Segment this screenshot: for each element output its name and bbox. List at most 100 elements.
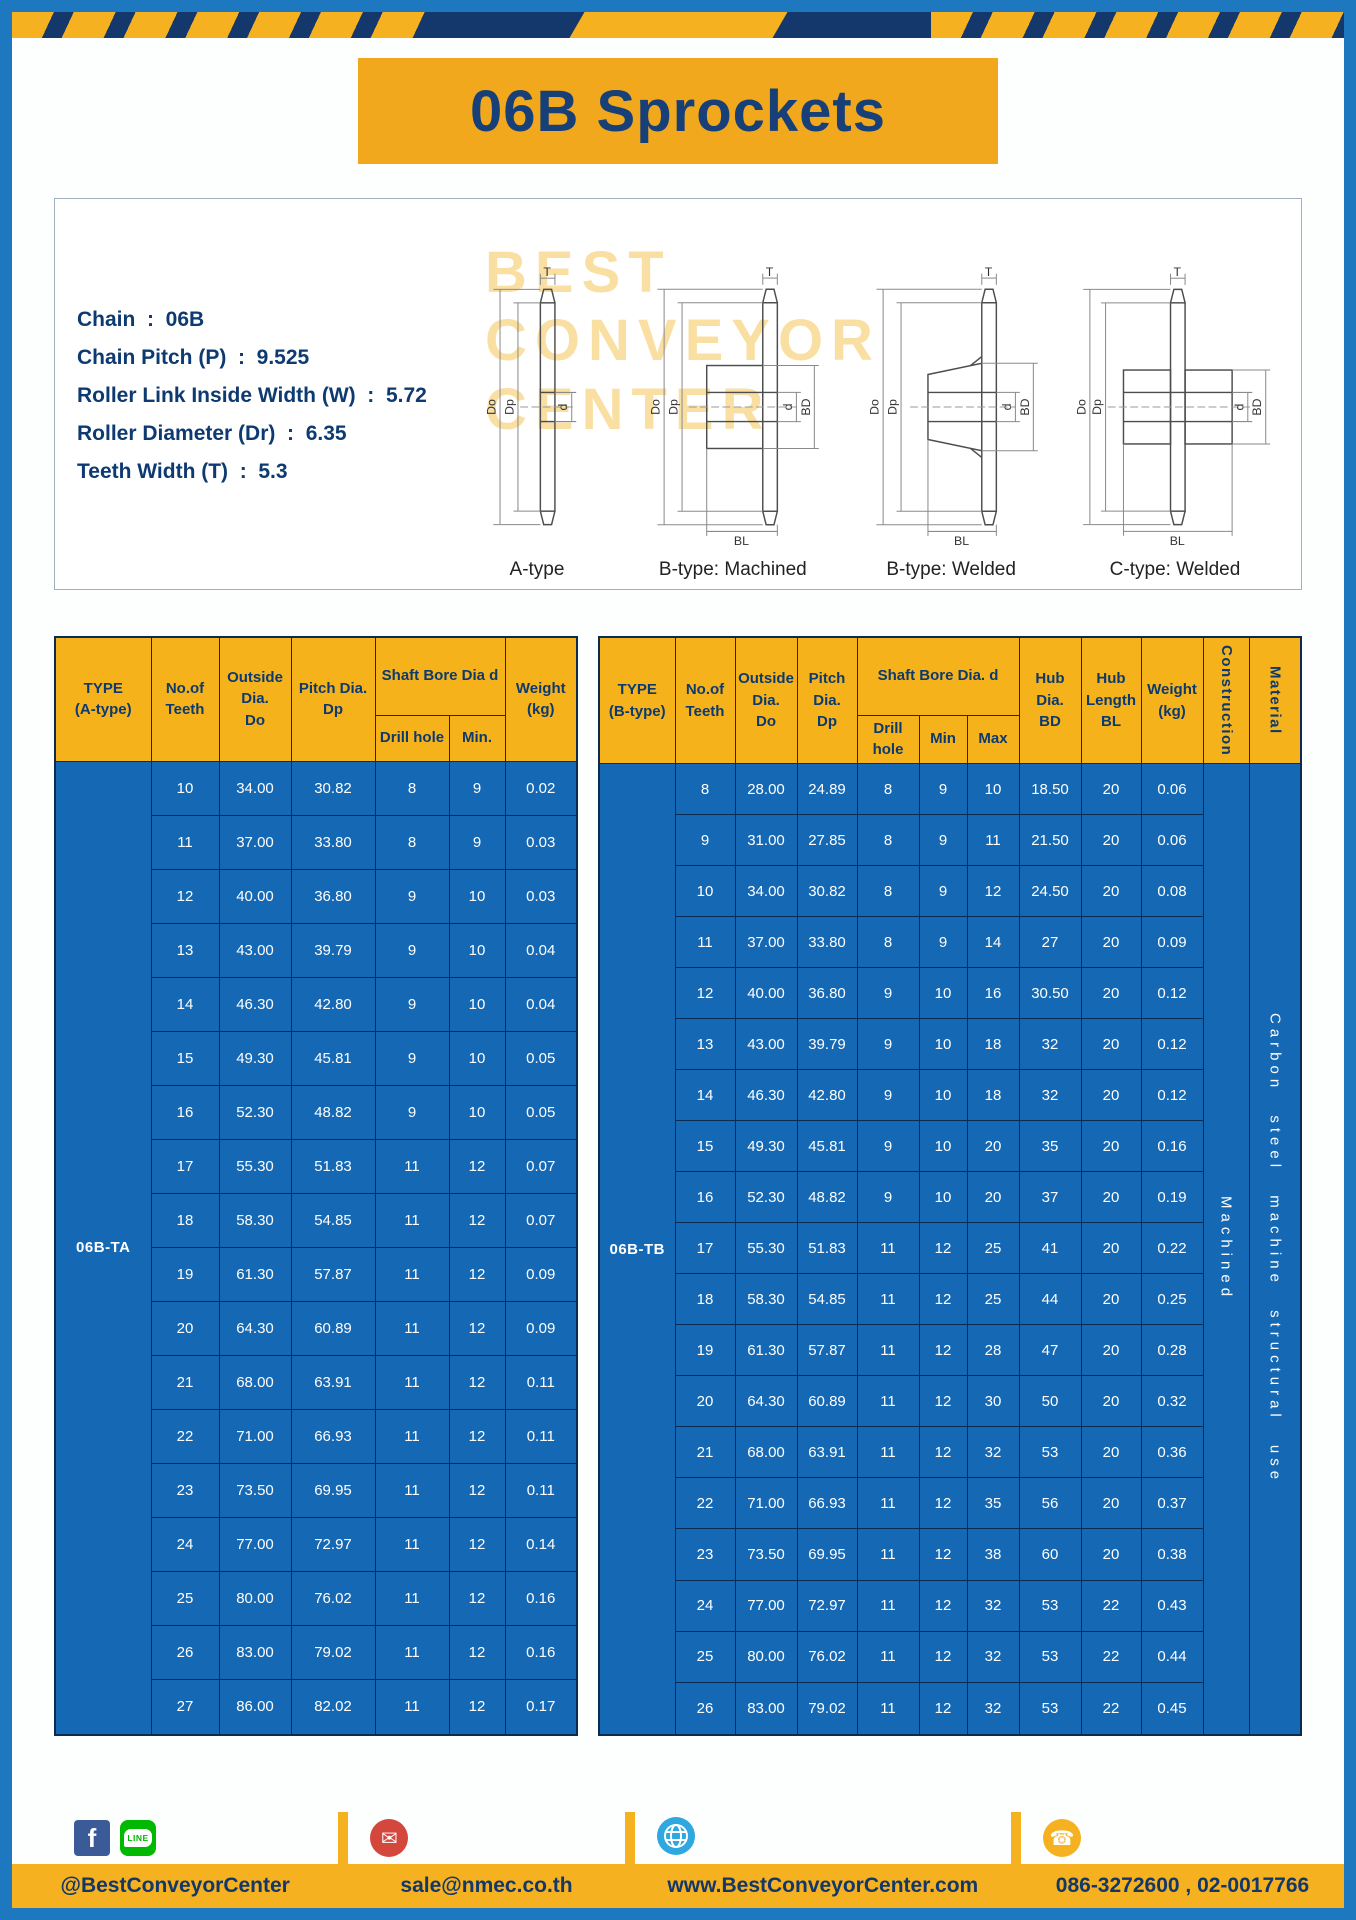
table-row: 18 58.30 54.85 11 12 0.07 — [55, 1192, 578, 1248]
email-text[interactable]: sale@nmec.co.th — [400, 1874, 573, 1897]
data-cell: 0.17 — [504, 1678, 578, 1736]
data-cell: 0.22 — [1140, 1222, 1204, 1275]
col-header-pitch-dia: Pitch Dia. Dp — [290, 636, 376, 762]
data-cell: 0.03 — [504, 868, 578, 924]
data-cell: 9 — [856, 1018, 920, 1071]
data-cell: 32 — [1018, 1069, 1082, 1122]
data-cell: 32 — [966, 1579, 1020, 1632]
data-cell: 54.85 — [290, 1192, 376, 1248]
data-cell: 18 — [966, 1018, 1020, 1071]
data-cell: 18 — [674, 1273, 736, 1326]
data-cell: 76.02 — [290, 1570, 376, 1626]
data-cell: 20 — [1080, 865, 1142, 918]
data-cell: 37.00 — [218, 814, 292, 870]
col-header-hub-length: Hub Length BL — [1080, 636, 1142, 764]
data-cell: 23 — [674, 1528, 736, 1581]
watermark-line: CONVEYOR — [485, 308, 881, 374]
email-icon[interactable]: ✉ — [370, 1819, 409, 1857]
website-text[interactable]: www.BestConveyorCenter.com — [667, 1874, 979, 1897]
diagram-caption: A-type — [509, 559, 565, 580]
data-cell: 25 — [674, 1630, 736, 1683]
data-cell: 12 — [918, 1630, 968, 1683]
watermark-line: BEST — [485, 240, 672, 305]
data-cell: 9 — [918, 814, 968, 867]
data-cell: 0.12 — [1140, 967, 1204, 1020]
footer-bar-website: www.BestConveyorCenter.com — [634, 1864, 1011, 1908]
data-cell: 60 — [1018, 1528, 1082, 1581]
data-cell: 64.30 — [734, 1375, 798, 1428]
dim-dp-label: Dp — [667, 399, 681, 415]
social-handle-text[interactable]: @BestConveyorCenter — [60, 1874, 290, 1897]
data-cell: 9 — [856, 1120, 920, 1173]
data-cell: 57.87 — [290, 1246, 376, 1302]
spec-line-pitch: Chain Pitch (P) : 9.525 — [77, 346, 310, 369]
table-row: 14 46.30 42.80 9 10 0.04 — [55, 976, 578, 1032]
col-header-hub-dia: Hub Dia. BD — [1018, 636, 1082, 764]
data-cell: 36.80 — [796, 967, 858, 1020]
data-cell: 0.04 — [504, 922, 578, 978]
data-cell: 34.00 — [734, 865, 798, 918]
facebook-icon[interactable]: f — [74, 1820, 110, 1856]
data-cell: 31.00 — [734, 814, 798, 867]
data-cell: 11 — [856, 1426, 920, 1479]
table-row: 26 83.00 79.02 11 12 32 53 22 0.45 — [599, 1681, 1301, 1736]
data-cell: 0.25 — [1140, 1273, 1204, 1326]
diagrams: T Do Dp d A-type — [453, 213, 1287, 581]
data-cell: 0.43 — [1140, 1579, 1204, 1632]
b-type-table: TYPE (B-type) No.of Teeth Outside Dia. D… — [598, 636, 1302, 1736]
data-cell: 12 — [918, 1477, 968, 1530]
data-cell: 0.32 — [1140, 1375, 1204, 1428]
col-header-type-b: TYPE (B-type) — [598, 636, 676, 764]
data-cell: 45.81 — [796, 1120, 858, 1173]
data-cell: 9 — [856, 967, 920, 1020]
data-cell: 20 — [1080, 1324, 1142, 1377]
data-cell: 11 — [856, 1681, 920, 1736]
data-cell: 8 — [856, 814, 920, 867]
data-cell: 12 — [448, 1354, 506, 1410]
data-cell: 12 — [448, 1570, 506, 1626]
line-icon[interactable]: LINE — [120, 1820, 156, 1856]
data-cell: 16 — [966, 967, 1020, 1020]
col-header-drill-hole: Drill hole — [374, 714, 450, 762]
spec-line-chain: Chain : 06B — [77, 308, 205, 331]
data-cell: 22 — [1080, 1681, 1142, 1736]
dim-dp-label: Dp — [885, 399, 899, 415]
table-row: 25 80.00 76.02 11 12 0.16 — [55, 1570, 578, 1626]
data-cell: 20 — [1080, 762, 1142, 816]
data-cell: 11 — [674, 916, 736, 969]
data-cell: 49.30 — [734, 1120, 798, 1173]
dim-d-label: d — [1000, 403, 1014, 410]
data-cell: 0.07 — [504, 1192, 578, 1248]
data-cell: 9 — [856, 1069, 920, 1122]
globe-icon[interactable] — [656, 1816, 695, 1860]
data-cell: 13 — [150, 922, 220, 978]
data-cell: 32 — [966, 1681, 1020, 1736]
table-row: 16 52.30 48.82 9 10 20 37 20 0.19 — [599, 1171, 1301, 1224]
phone-icon[interactable]: ☎ — [1042, 1819, 1081, 1857]
b-type-tbody: 06B-TB 8 28.00 24.89 8 9 10 18.50 20 0.06 Machined… — [598, 762, 1302, 1736]
data-cell: 51.83 — [796, 1222, 858, 1275]
data-cell: 24 — [674, 1579, 736, 1632]
table-row: 19 61.30 57.87 11 12 28 47 20 0.28 — [599, 1324, 1301, 1377]
data-cell: 76.02 — [796, 1630, 858, 1683]
data-cell: 83.00 — [218, 1624, 292, 1680]
phone-numbers-text[interactable]: 086-3272600 , 02-0017766 — [1055, 1874, 1310, 1897]
data-cell: 42.80 — [796, 1069, 858, 1122]
dim-d-label: d — [556, 403, 570, 410]
footer-section-phone: ☎ 086-3272600 , 02-0017766 — [1010, 1812, 1344, 1908]
data-cell: 0.28 — [1140, 1324, 1204, 1377]
data-cell: 9 — [374, 868, 450, 924]
data-cell: 33.80 — [796, 916, 858, 969]
data-cell: 0.11 — [504, 1408, 578, 1464]
data-cell: 40.00 — [218, 868, 292, 924]
data-cell: 36.80 — [290, 868, 376, 924]
col-header-construction: Construction — [1202, 636, 1250, 764]
data-cell: 56 — [1018, 1477, 1082, 1530]
data-cell: 14 — [674, 1069, 736, 1122]
table-row: 23 73.50 69.95 11 12 0.11 — [55, 1462, 578, 1518]
dim-do-label: Do — [867, 399, 881, 415]
data-cell: 12 — [918, 1273, 968, 1326]
a-type-table: TYPE (A-type) No.of Teeth Outside Dia. D… — [54, 636, 578, 1736]
data-cell: 11 — [374, 1570, 450, 1626]
data-cell: 10 — [918, 1018, 968, 1071]
